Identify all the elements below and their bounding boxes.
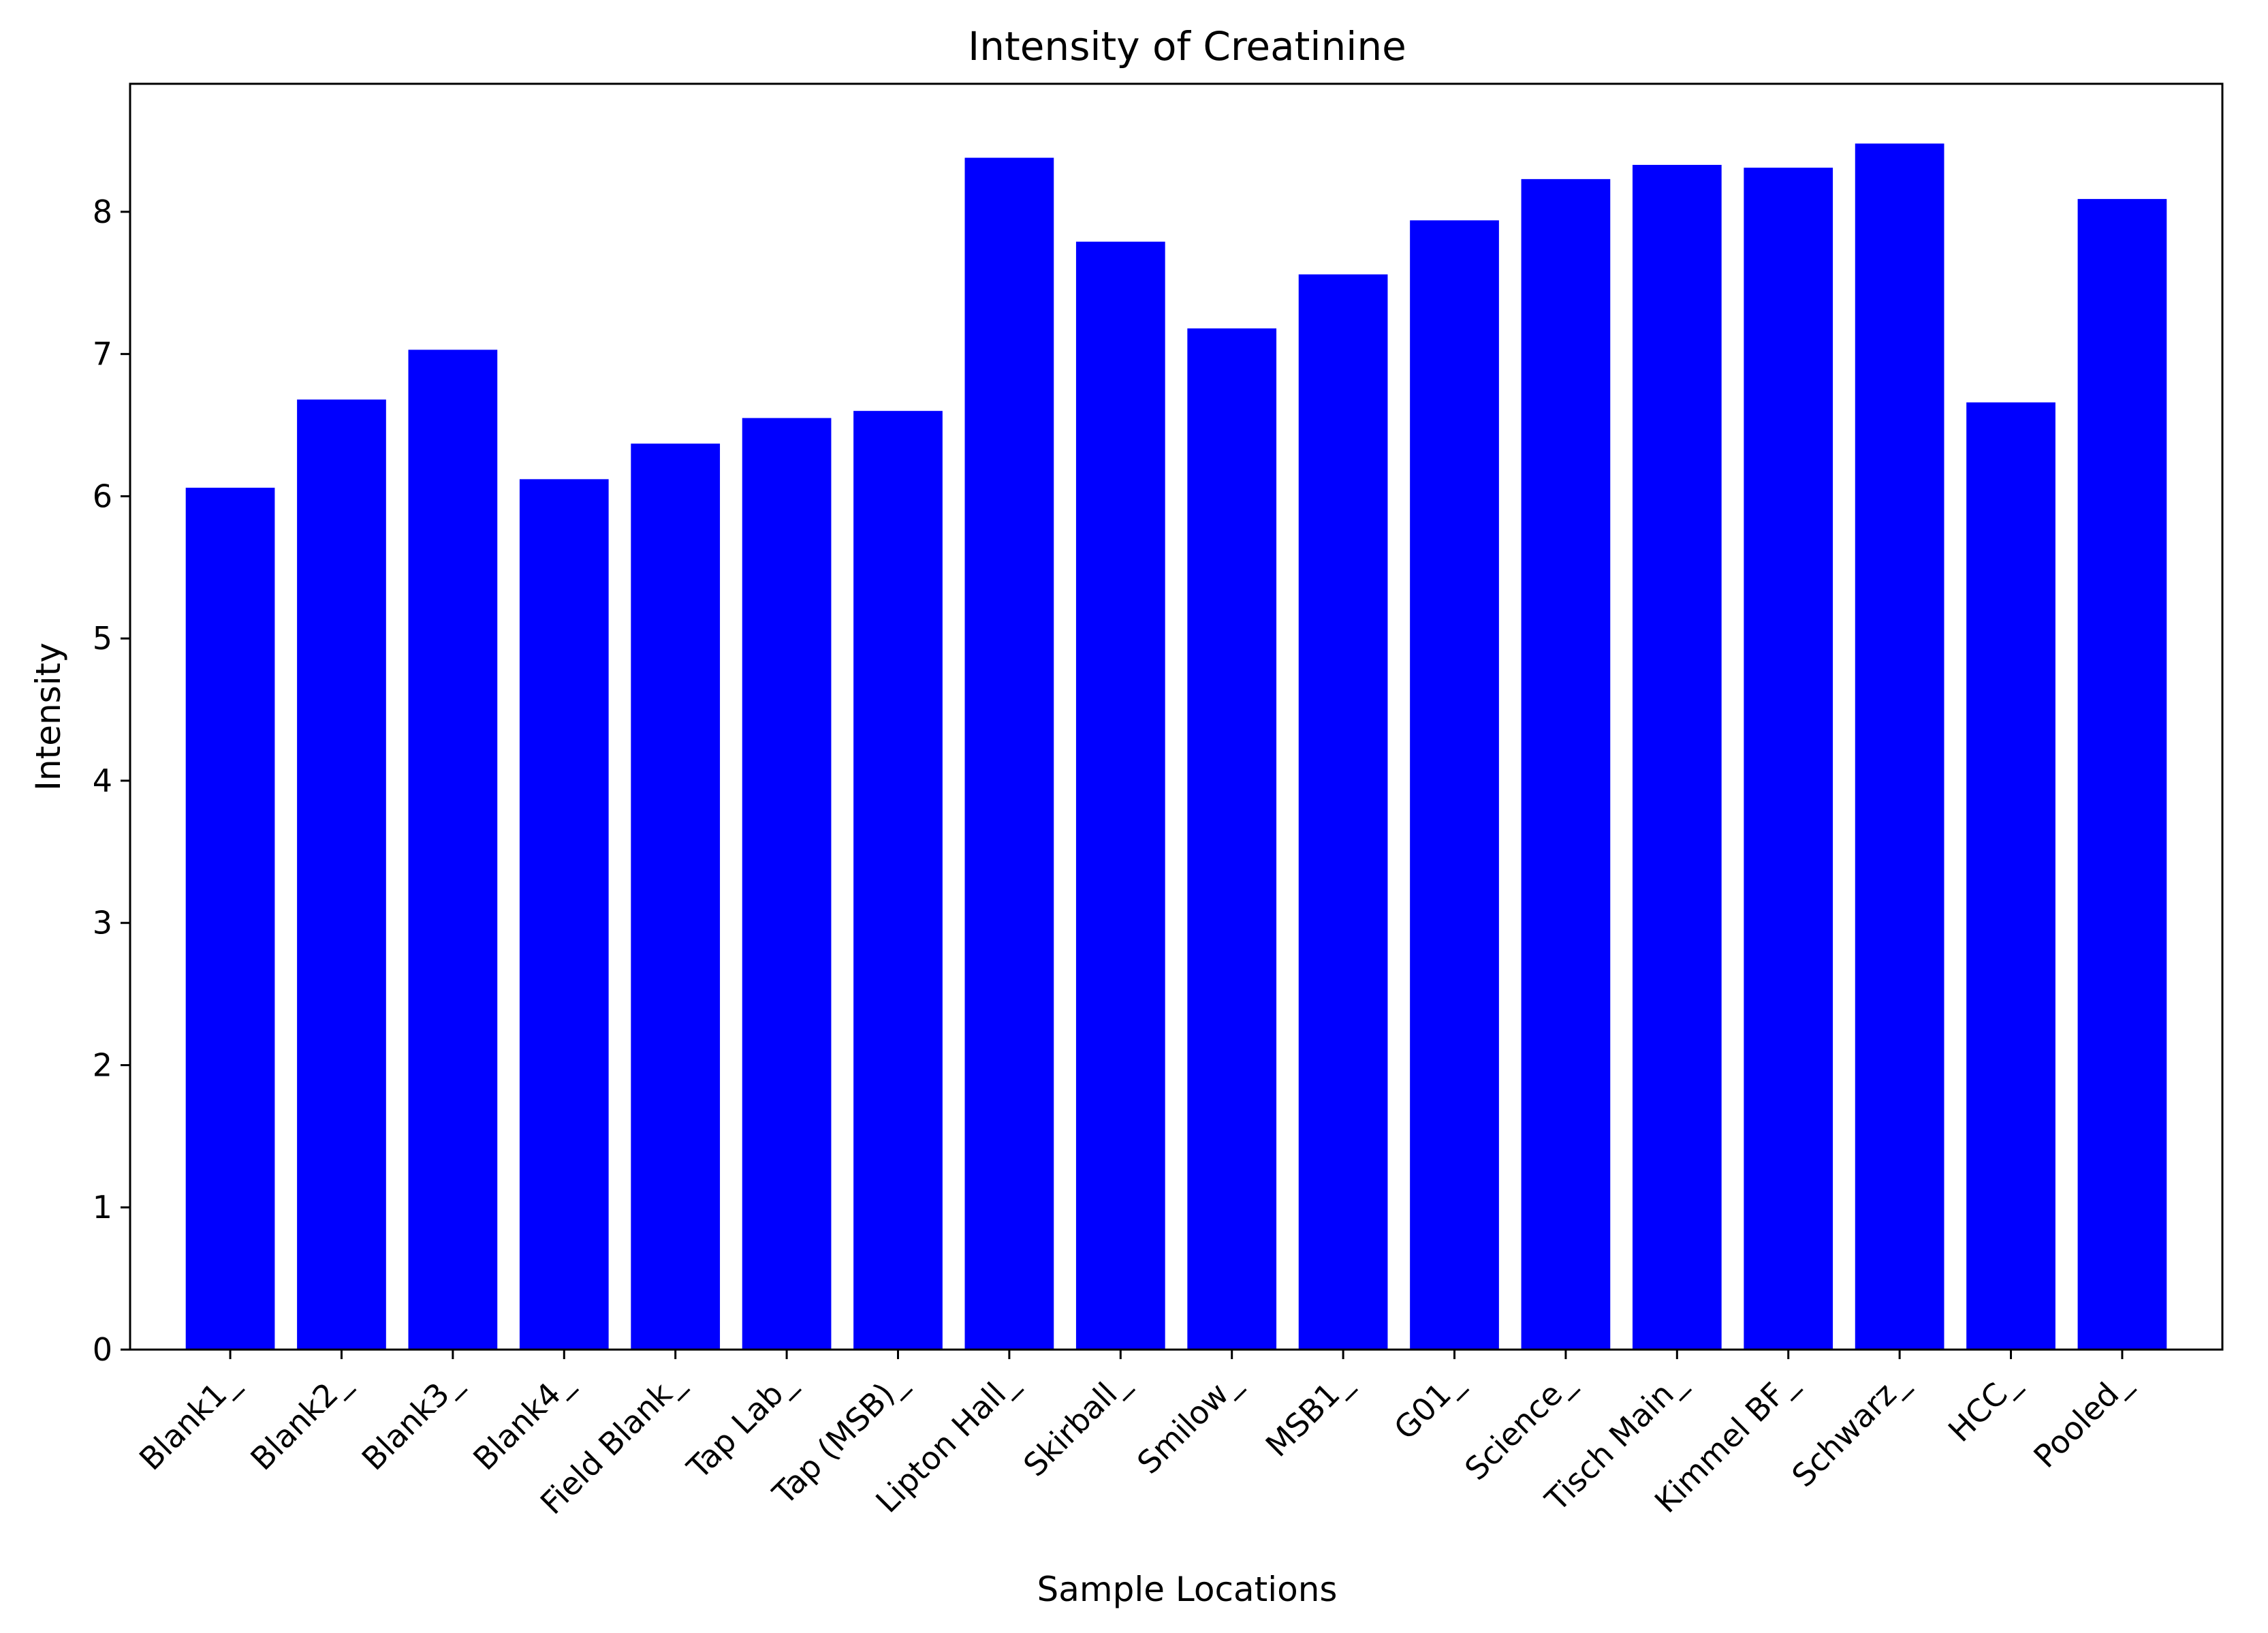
bar: [519, 479, 609, 1350]
bars-group: [185, 143, 2167, 1350]
bar: [1298, 274, 1388, 1350]
bar: [1855, 143, 1944, 1350]
bar: [1966, 402, 2056, 1350]
y-tick-label: 0: [93, 1331, 112, 1368]
bar: [408, 349, 498, 1350]
plot-frame: [129, 82, 2224, 1351]
bar: [185, 487, 275, 1350]
y-tick-label: 2: [93, 1046, 112, 1083]
y-tick-label: 6: [93, 478, 112, 514]
bar: [1521, 178, 1611, 1350]
bar: [2077, 199, 2167, 1350]
y-axis: 0 1 2 3 4 5 6 7 8: [93, 193, 130, 1368]
bar: [1187, 328, 1277, 1350]
bar: [1075, 241, 1165, 1350]
bar: [631, 444, 721, 1350]
y-axis-label: Intensity: [29, 642, 68, 791]
chart-title: Intensity of Creatinine: [968, 23, 1406, 69]
y-tick-label: 1: [93, 1189, 112, 1226]
x-axis-label: Sample Locations: [1037, 1570, 1338, 1609]
bar: [964, 157, 1054, 1350]
y-tick-label: 8: [93, 193, 112, 230]
y-tick-label: 3: [93, 905, 112, 942]
bar: [853, 411, 943, 1350]
bar: [1632, 165, 1722, 1350]
y-tick-label: 7: [93, 336, 112, 373]
bar: [1410, 220, 1499, 1350]
bar: [297, 399, 386, 1350]
y-tick-label: 5: [93, 620, 112, 657]
bar: [742, 418, 832, 1350]
bar: [1744, 168, 1833, 1350]
y-tick-label: 4: [93, 762, 112, 799]
